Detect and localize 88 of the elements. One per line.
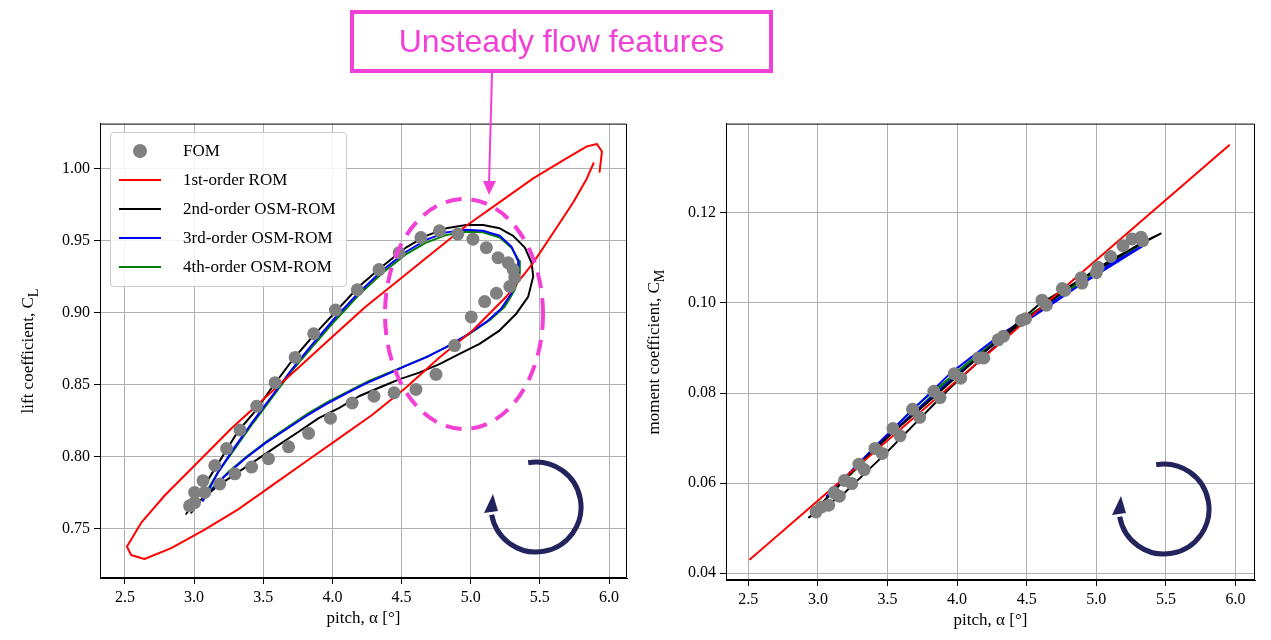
x-tick-label: 4.5 xyxy=(1016,589,1037,607)
point xyxy=(302,426,316,440)
point xyxy=(478,295,492,309)
x-axis-title: pitch, α [°] xyxy=(953,610,1028,630)
y-tick-label: 0.06 xyxy=(688,473,716,491)
point xyxy=(323,411,337,425)
y-tick-label: 1.00 xyxy=(62,158,90,176)
y-tick-label: 0.80 xyxy=(62,447,90,465)
point xyxy=(350,283,364,297)
point xyxy=(268,376,282,390)
x-tick-label: 5.5 xyxy=(1155,589,1176,607)
text: Unsteady flow features xyxy=(350,10,773,73)
legend-label: 1st-order ROM xyxy=(183,170,288,191)
point xyxy=(198,485,212,499)
point xyxy=(213,477,227,491)
y-tick-label: 0.12 xyxy=(688,203,716,221)
y-tick-label: 0.08 xyxy=(688,383,716,401)
point xyxy=(875,446,889,460)
point xyxy=(429,367,443,381)
point xyxy=(893,429,907,443)
point xyxy=(282,440,296,454)
point xyxy=(451,227,465,241)
point xyxy=(328,303,342,317)
point xyxy=(372,263,386,277)
point xyxy=(208,458,222,472)
point xyxy=(822,498,836,512)
x-tick-label: 3.0 xyxy=(184,587,205,605)
point xyxy=(432,224,446,238)
x-tick-label: 2.5 xyxy=(114,587,135,605)
point xyxy=(832,489,846,503)
point xyxy=(491,251,505,265)
point xyxy=(307,327,321,341)
point xyxy=(261,452,275,466)
point xyxy=(345,396,359,410)
point xyxy=(1039,298,1053,312)
point xyxy=(414,231,428,245)
legend-label: 2nd-order OSM-ROM xyxy=(183,199,336,220)
y-tick-label: 0.10 xyxy=(688,293,716,311)
x-tick-label: 5.0 xyxy=(460,587,481,605)
point xyxy=(196,474,210,488)
point xyxy=(479,241,493,255)
x-tick-label: 3.5 xyxy=(877,589,898,607)
legend-label: FOM xyxy=(183,141,220,162)
point xyxy=(367,389,381,403)
point xyxy=(1136,234,1150,248)
point xyxy=(387,386,401,400)
point xyxy=(220,442,234,456)
y-tick-label: 0.04 xyxy=(688,563,716,581)
y-tick-label: 0.95 xyxy=(62,230,90,248)
point xyxy=(250,399,264,413)
point xyxy=(996,329,1010,343)
x-tick-label: 6.0 xyxy=(599,587,620,605)
x-axis-title: pitch, α [°] xyxy=(326,608,401,628)
x-tick-label: 6.0 xyxy=(1225,589,1246,607)
y-tick-label: 0.85 xyxy=(62,374,90,392)
point xyxy=(913,410,927,424)
point xyxy=(845,477,859,491)
point xyxy=(954,371,968,385)
x-tick-label: 5.0 xyxy=(1086,589,1107,607)
x-tick-label: 4.0 xyxy=(322,587,343,605)
point xyxy=(288,350,302,364)
x-tick-label: 3.0 xyxy=(807,589,828,607)
legend-label: 3rd-order OSM-ROM xyxy=(183,228,333,249)
legend-label: 4th-order OSM-ROM xyxy=(183,257,332,278)
point xyxy=(1089,266,1103,280)
point xyxy=(1116,239,1130,253)
x-tick-label: 4.0 xyxy=(947,589,968,607)
point xyxy=(409,382,423,396)
point xyxy=(448,339,462,353)
y-tick-label: 0.75 xyxy=(62,519,90,537)
point xyxy=(906,402,920,416)
point xyxy=(228,467,242,481)
point xyxy=(857,463,871,477)
point xyxy=(188,496,202,510)
point xyxy=(245,460,259,474)
point xyxy=(233,423,247,437)
point xyxy=(503,279,517,293)
x-tick-label: 4.5 xyxy=(391,587,412,605)
point xyxy=(1104,250,1118,264)
point xyxy=(1019,312,1033,326)
x-tick-label: 5.5 xyxy=(529,587,550,605)
y-tick-label: 0.90 xyxy=(62,302,90,320)
x-tick-label: 3.5 xyxy=(253,587,274,605)
x-tick-label: 2.5 xyxy=(738,589,759,607)
point xyxy=(933,391,947,405)
point xyxy=(464,310,478,324)
point xyxy=(466,232,480,246)
point xyxy=(489,286,503,300)
